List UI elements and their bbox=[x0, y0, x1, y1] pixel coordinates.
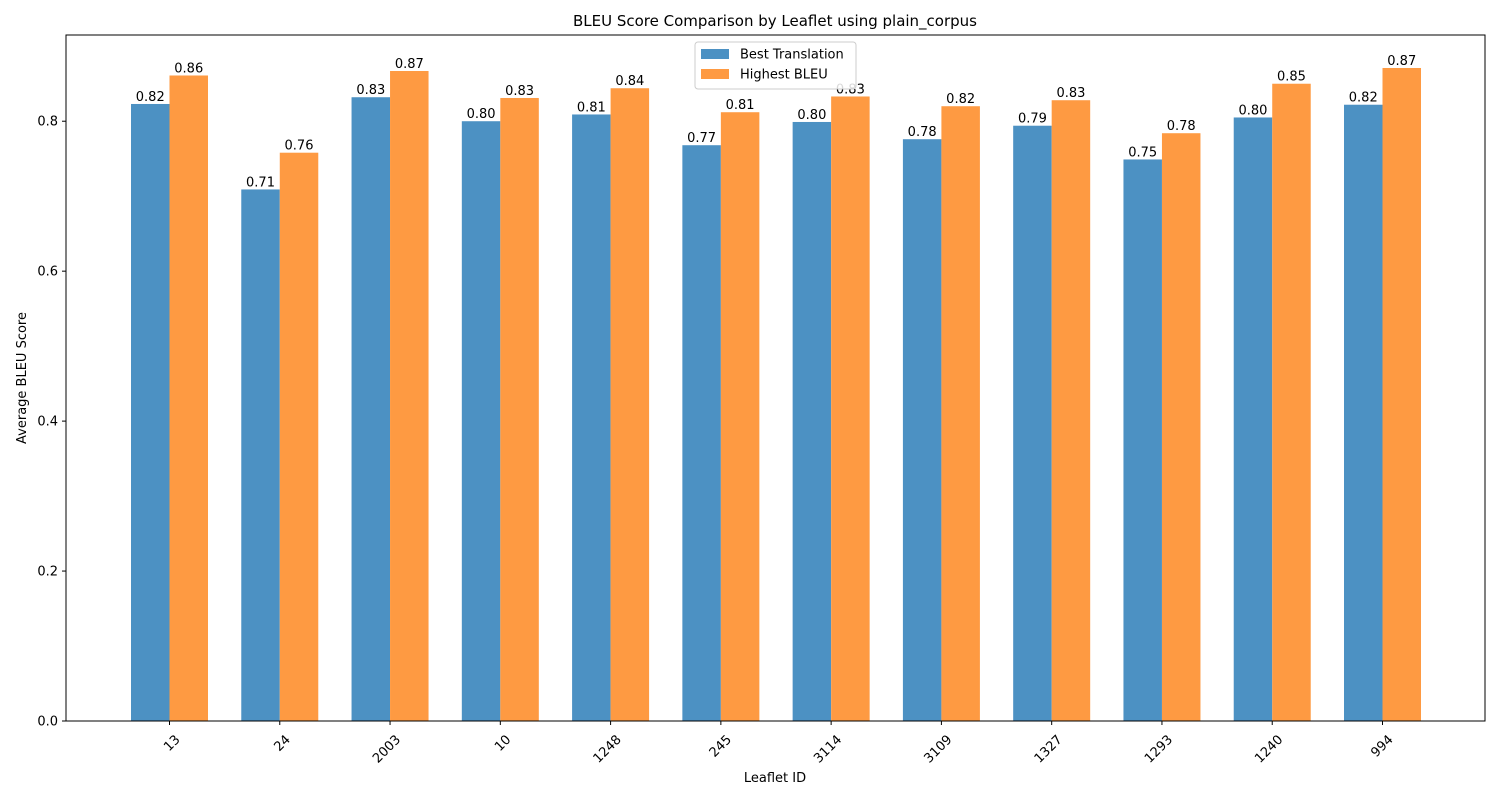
data-label-highest-bleu-1293: 0.78 bbox=[1167, 119, 1196, 134]
y-axis-label: Average BLEU Score bbox=[15, 312, 30, 444]
bar-best-translation-2003 bbox=[351, 97, 391, 722]
x-tick-label: 2003 bbox=[370, 732, 404, 766]
legend-label-highest-bleu: Highest BLEU bbox=[740, 68, 828, 83]
bar-highest-bleu-994 bbox=[1382, 67, 1421, 721]
bar-highest-bleu-3109 bbox=[941, 106, 980, 721]
data-label-best-translation-1240: 0.80 bbox=[1239, 103, 1268, 118]
data-label-highest-bleu-2003: 0.87 bbox=[395, 57, 424, 72]
bar-highest-bleu-3114 bbox=[831, 96, 870, 721]
bar-best-translation-994 bbox=[1344, 104, 1383, 721]
y-tick-label: 0.6 bbox=[37, 265, 58, 280]
bar-best-translation-13 bbox=[131, 103, 170, 722]
y-tick-label: 0.8 bbox=[37, 115, 58, 130]
bar-best-translation-1248 bbox=[572, 114, 611, 721]
x-tick-label: 994 bbox=[1368, 732, 1396, 760]
x-tick-label: 1240 bbox=[1252, 732, 1286, 766]
data-label-highest-bleu-10: 0.83 bbox=[505, 84, 534, 99]
bar-best-translation-10 bbox=[461, 121, 501, 722]
legend: Best Translation Highest BLEU bbox=[694, 41, 857, 90]
legend-frame bbox=[694, 41, 857, 90]
bars-layer bbox=[131, 67, 1421, 722]
data-label-best-translation-3109: 0.78 bbox=[908, 125, 937, 140]
data-label-highest-bleu-24: 0.76 bbox=[285, 139, 314, 154]
legend-label-best-translation: Best Translation bbox=[740, 48, 844, 63]
data-label-highest-bleu-13: 0.86 bbox=[174, 61, 203, 76]
data-labels-layer: 0.82 0.86 0.71 0.76 0.83 0.87 0.80 0.83 0.81 0.84… bbox=[136, 54, 1416, 190]
data-label-best-translation-3114: 0.80 bbox=[797, 108, 826, 123]
x-tick-label: 1293 bbox=[1142, 732, 1176, 766]
data-label-best-translation-10: 0.80 bbox=[467, 107, 496, 122]
x-tick-label: 3114 bbox=[811, 732, 845, 766]
bar-highest-bleu-10 bbox=[500, 97, 539, 721]
data-label-best-translation-1293: 0.75 bbox=[1128, 145, 1157, 160]
x-tick-label: 10 bbox=[492, 732, 514, 754]
y-tick-label: 0.4 bbox=[37, 415, 58, 430]
x-tick-label: 24 bbox=[272, 732, 294, 754]
bar-highest-bleu-1327 bbox=[1051, 100, 1091, 722]
plot-frame bbox=[65, 34, 1486, 722]
x-tick-label: 3109 bbox=[921, 732, 955, 766]
bar-highest-bleu-1293 bbox=[1161, 133, 1201, 721]
x-axis-ticks: 13 24 2003 10 1248 245 3114 3109 1327 1293 1240 994 bbox=[161, 721, 1397, 766]
chart-title: BLEU Score Comparison by Leaflet using p… bbox=[573, 12, 977, 31]
data-label-highest-bleu-994: 0.87 bbox=[1387, 54, 1416, 69]
y-axis-ticks: 0.0 0.2 0.4 0.6 0.8 bbox=[37, 115, 66, 730]
y-tick-label: 0.0 bbox=[37, 715, 58, 730]
bar-best-translation-1327 bbox=[1013, 125, 1052, 722]
bar-best-translation-1293 bbox=[1123, 159, 1162, 721]
bar-highest-bleu-245 bbox=[720, 112, 760, 721]
legend-swatch-best-translation bbox=[701, 49, 729, 59]
data-label-best-translation-245: 0.77 bbox=[687, 131, 716, 146]
legend-swatch-highest-bleu bbox=[701, 69, 729, 79]
x-tick-label: 1327 bbox=[1032, 732, 1066, 766]
data-label-best-translation-24: 0.71 bbox=[246, 175, 275, 190]
x-tick-label: 245 bbox=[707, 732, 735, 760]
data-label-best-translation-1327: 0.79 bbox=[1018, 112, 1047, 127]
bar-best-translation-3114 bbox=[792, 121, 832, 721]
y-tick-label: 0.2 bbox=[37, 565, 58, 580]
bar-highest-bleu-1248 bbox=[610, 88, 650, 722]
x-axis-label: Leaflet ID bbox=[744, 771, 806, 786]
bar-best-translation-245 bbox=[682, 145, 721, 721]
data-label-best-translation-2003: 0.83 bbox=[356, 83, 385, 98]
data-label-highest-bleu-245: 0.81 bbox=[726, 98, 755, 113]
data-label-highest-bleu-1240: 0.85 bbox=[1277, 70, 1306, 85]
bar-best-translation-1240 bbox=[1233, 117, 1273, 721]
bar-highest-bleu-13 bbox=[169, 75, 208, 722]
data-label-highest-bleu-3109: 0.82 bbox=[946, 92, 975, 107]
x-tick-label: 1248 bbox=[591, 732, 625, 766]
bar-best-translation-24 bbox=[241, 189, 280, 721]
data-label-best-translation-13: 0.82 bbox=[136, 90, 165, 105]
bar-highest-bleu-24 bbox=[279, 152, 319, 722]
data-label-highest-bleu-1248: 0.84 bbox=[615, 74, 644, 89]
bar-highest-bleu-2003 bbox=[390, 70, 429, 722]
data-label-highest-bleu-1327: 0.83 bbox=[1056, 86, 1085, 101]
bar-highest-bleu-1240 bbox=[1272, 83, 1311, 721]
x-tick-label: 13 bbox=[161, 732, 183, 754]
data-label-best-translation-1248: 0.81 bbox=[577, 100, 606, 115]
bar-best-translation-3109 bbox=[902, 139, 942, 721]
data-label-best-translation-994: 0.82 bbox=[1349, 91, 1378, 106]
